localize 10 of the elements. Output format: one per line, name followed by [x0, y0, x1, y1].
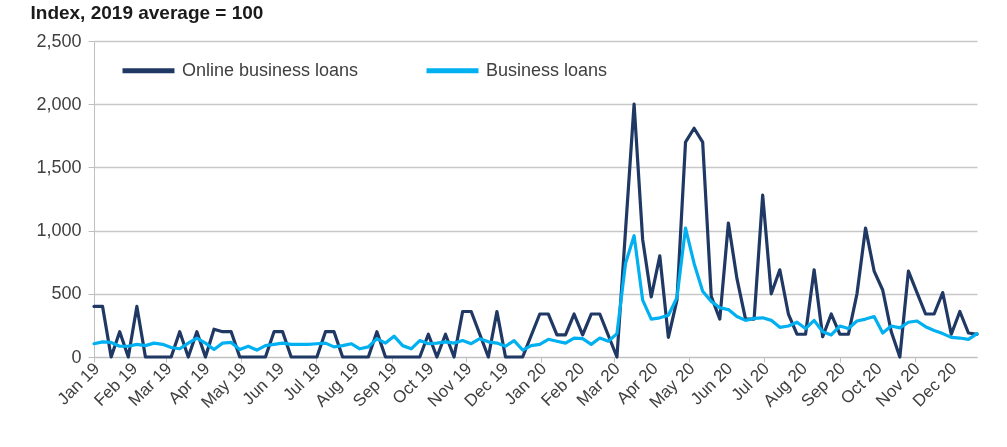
y-tick-label: 500	[51, 283, 82, 304]
y-tick-label: 1,000	[36, 220, 82, 241]
y-tick-label: 2,000	[36, 93, 82, 114]
y-tick-label: 0	[71, 346, 82, 367]
legend-label: Business loans	[486, 59, 608, 80]
legend-label: Online business loans	[182, 59, 359, 80]
line-series	[92, 226, 979, 352]
y-tick-label: 1,500	[36, 156, 82, 177]
y-tick-label: 2,500	[36, 30, 82, 51]
y-axis-title: Index, 2019 average = 100	[30, 1, 264, 23]
